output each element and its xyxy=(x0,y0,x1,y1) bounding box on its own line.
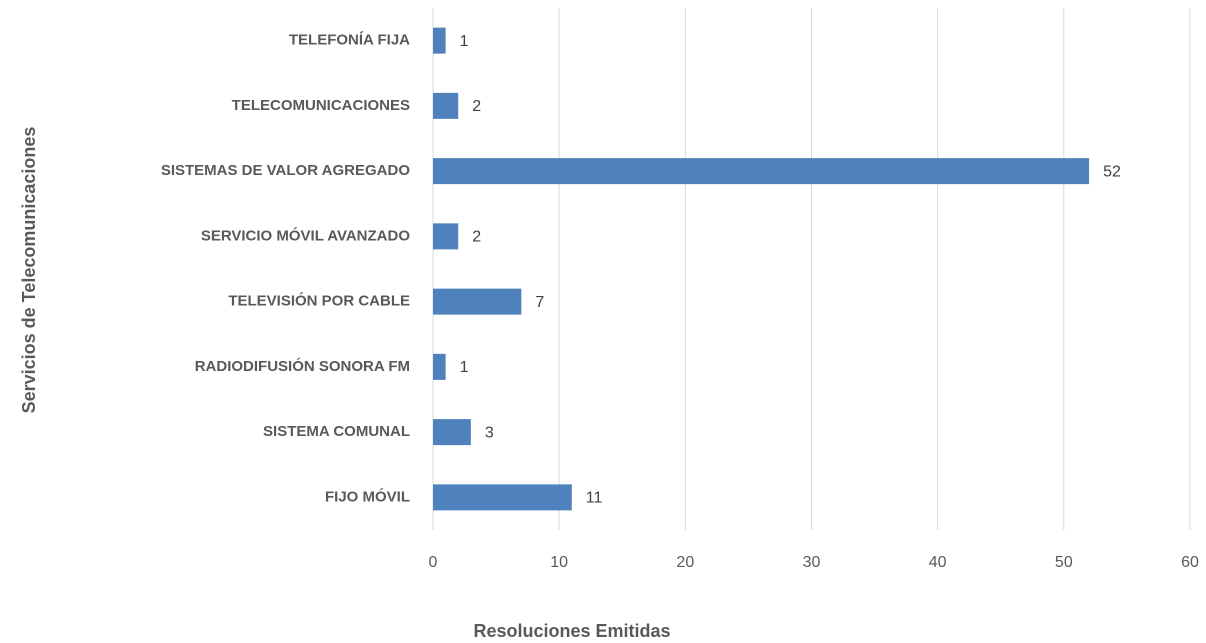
value-label: 7 xyxy=(535,294,544,311)
value-label: 11 xyxy=(586,490,603,507)
y-tick-label: SISTEMAS DE VALOR AGREGADO xyxy=(161,162,411,179)
bar xyxy=(433,353,446,380)
x-tick-label: 30 xyxy=(803,554,821,571)
value-label: 1 xyxy=(460,33,469,50)
value-label: 3 xyxy=(485,424,494,441)
y-tick-label: TELEVISIÓN POR CABLE xyxy=(228,292,410,310)
y-tick-label: FIJO MÓVIL xyxy=(325,487,410,505)
value-label: 52 xyxy=(1103,163,1121,180)
y-tick-label: SERVICIO MÓVIL AVANZADO xyxy=(201,226,411,244)
bar xyxy=(433,92,459,119)
x-tick-label: 0 xyxy=(429,554,438,571)
x-tick-label: 50 xyxy=(1055,554,1073,571)
bar xyxy=(433,484,572,511)
bar xyxy=(433,419,471,446)
y-tick-label: TELEFONÍA FIJA xyxy=(289,32,410,49)
value-label: 2 xyxy=(472,98,481,115)
value-label: 1 xyxy=(460,359,469,376)
x-tick-label: 20 xyxy=(676,554,694,571)
y-tick-label: TELECOMUNICACIONES xyxy=(232,97,410,114)
value-label: 2 xyxy=(472,229,481,246)
bar xyxy=(433,27,446,54)
y-tick-label: RADIODIFUSIÓN SONORA FM xyxy=(195,357,410,375)
bar xyxy=(433,158,1090,185)
bar xyxy=(433,223,459,250)
bar xyxy=(433,288,522,315)
y-tick-label: SISTEMA COMUNAL xyxy=(263,423,410,440)
x-axis-title: Resoluciones Emitidas xyxy=(473,621,670,641)
x-tick-label: 60 xyxy=(1181,554,1199,571)
x-tick-label: 10 xyxy=(550,554,568,571)
x-tick-label: 40 xyxy=(929,554,947,571)
y-axis-title: Servicios de Telecomunicaciones xyxy=(19,127,39,414)
